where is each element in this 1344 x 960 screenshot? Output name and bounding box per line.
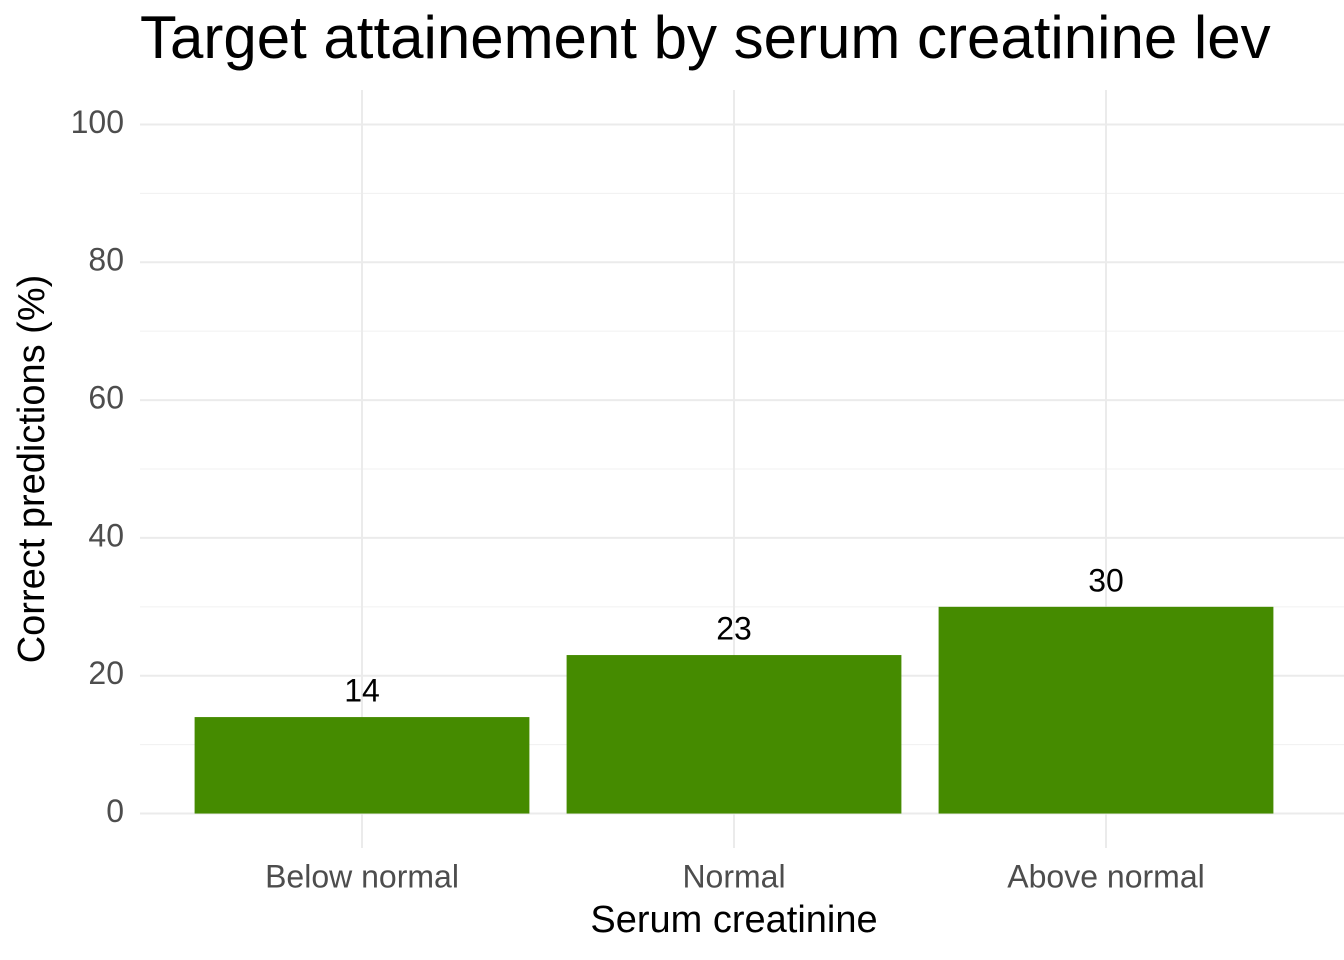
bar [194, 717, 530, 814]
value-label: 23 [716, 611, 752, 647]
y-tick-label: 100 [71, 104, 124, 140]
y-tick-label: 0 [106, 793, 124, 829]
value-label: 14 [344, 673, 380, 709]
x-tick-label: Below normal [265, 858, 459, 894]
x-tick-label: Above normal [1007, 858, 1204, 894]
y-axis-title: Correct predictions (%) [11, 275, 53, 664]
x-tick-label: Normal [682, 858, 785, 894]
chart-title: Target attainement by serum creatinine l… [140, 4, 1271, 71]
y-tick-label: 40 [88, 517, 124, 553]
x-axis-title: Serum creatinine [590, 899, 877, 941]
y-tick-label: 60 [88, 380, 124, 416]
value-label: 30 [1088, 562, 1124, 598]
bar [566, 655, 902, 814]
bar [938, 606, 1274, 814]
y-tick-label: 20 [88, 655, 124, 691]
y-tick-label: 80 [88, 242, 124, 278]
